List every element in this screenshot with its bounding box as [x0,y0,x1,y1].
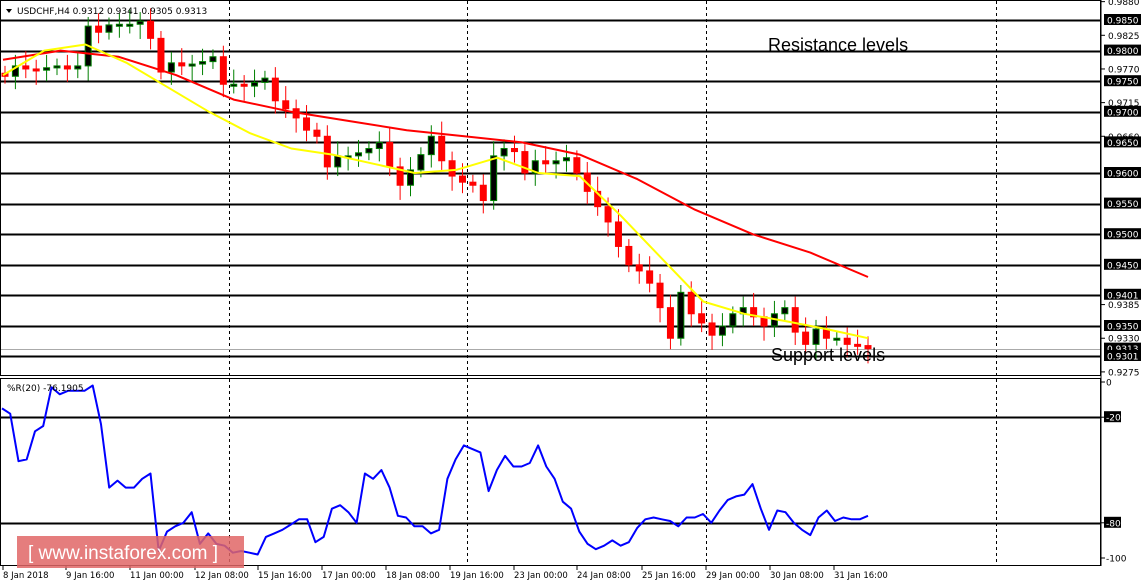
time-tick-label: 8 Jan 2018 [3,571,49,581]
instaforex-watermark[interactable]: [ www.instaforex.com ] [17,536,244,568]
svg-text:0.9550: 0.9550 [1107,200,1139,210]
time-tick-label: 19 Jan 16:00 [450,571,504,581]
price-panel-frame [0,0,1101,376]
time-tick-label: 30 Jan 08:00 [770,571,824,581]
svg-text:0.9401: 0.9401 [1107,291,1139,301]
svg-text:0.9350: 0.9350 [1107,323,1139,333]
watermark-background[interactable] [17,536,244,568]
time-tick-label: 25 Jan 16:00 [642,571,696,581]
svg-text:-20: -20 [1106,414,1121,424]
indicator-label: %R(20) -76.1905 [7,384,84,394]
svg-text:0: 0 [1106,379,1112,389]
time-tick-label: 23 Jan 00:00 [514,571,568,581]
time-tick-label: 18 Jan 08:00 [386,571,440,581]
svg-text:0.9850: 0.9850 [1107,17,1139,27]
svg-text:0.9880: 0.9880 [1108,0,1140,8]
svg-text:-80: -80 [1106,519,1121,529]
svg-text:0.9750: 0.9750 [1107,78,1139,88]
svg-text:0.9600: 0.9600 [1107,170,1139,180]
time-tick-label: 9 Jan 16:00 [66,571,114,581]
triangle-down-icon[interactable] [6,9,12,13]
resistance-label: Resistance levels [768,35,908,55]
svg-text:0.9500: 0.9500 [1107,231,1139,241]
vertical-grid [229,1,997,565]
svg-text:0.9715: 0.9715 [1108,99,1140,109]
svg-text:0.9385: 0.9385 [1108,301,1140,311]
svg-text:0.9650: 0.9650 [1107,139,1139,149]
svg-text:0.9770: 0.9770 [1108,65,1140,75]
support-label: Support levels [771,345,885,365]
svg-text:0.9275: 0.9275 [1108,368,1140,378]
time-tick-label: 17 Jan 00:00 [322,571,376,581]
svg-text:0.9825: 0.9825 [1108,32,1140,42]
time-tick-label: 15 Jan 16:00 [258,571,312,581]
time-tick-label: 12 Jan 08:00 [195,571,249,581]
horizontal-levels[interactable] [1,19,1100,358]
watermark-text[interactable]: [ www.instaforex.com ] [28,543,218,564]
svg-text:0.9800: 0.9800 [1107,47,1139,57]
chart-header: USDCHF,H4 0.9312 0.9341 0.9305 0.9313 [17,7,207,17]
time-tick-label: 31 Jan 16:00 [834,571,888,581]
svg-text:0.9450: 0.9450 [1107,261,1139,271]
svg-text:0.9330: 0.9330 [1108,335,1140,345]
moving-averages [2,43,869,340]
time-tick-label: 24 Jan 08:00 [577,571,631,581]
time-tick-label: 29 Jan 00:00 [706,571,760,581]
svg-text:0.9700: 0.9700 [1107,108,1139,118]
wpr-indicator [1,384,1100,556]
time-axis: 8 Jan 2018 9 Jan 16:00 11 Jan 00:00 12 Jan … [2,566,888,581]
price-axis: 0.98800.98250.97700.97150.96600.93850.93… [1101,0,1141,565]
svg-text:-100: -100 [1106,555,1127,565]
svg-text:0.9301: 0.9301 [1107,352,1139,362]
time-tick-label: 11 Jan 00:00 [130,571,184,581]
